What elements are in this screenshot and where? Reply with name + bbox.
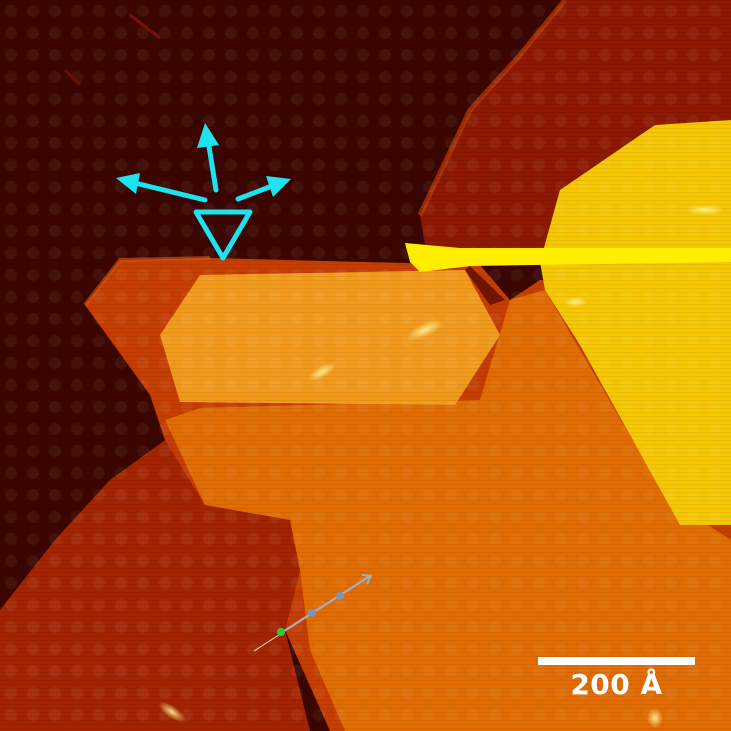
adsorbate-3 xyxy=(687,205,723,215)
adsorbate-2 xyxy=(307,362,337,382)
tip-streak xyxy=(405,243,731,272)
adsorbate-5 xyxy=(158,701,186,723)
adsorbate-4 xyxy=(563,297,587,307)
profile-start-handle[interactable] xyxy=(277,628,285,636)
profile-handle[interactable] xyxy=(308,609,316,617)
profile-handle[interactable] xyxy=(336,592,344,600)
scale-bar-label: 200 Å xyxy=(570,668,663,701)
arrow-right xyxy=(235,176,291,202)
adsorbate-1 xyxy=(406,319,444,341)
scale-bar xyxy=(538,657,695,665)
adsorbate-6 xyxy=(647,708,663,728)
arrow-left xyxy=(116,173,208,203)
lattice-direction-marker xyxy=(116,123,291,261)
triangle-marker xyxy=(193,209,253,261)
line-profile-tool[interactable] xyxy=(253,574,373,652)
arrow-up xyxy=(197,123,219,193)
